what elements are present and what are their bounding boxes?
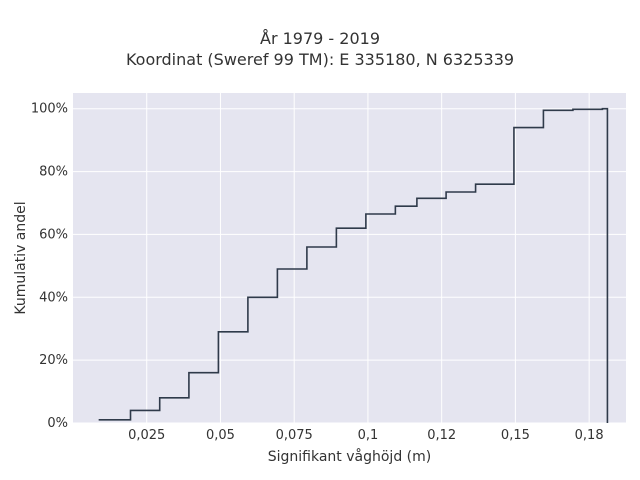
x-tick-label: 0,12 [427, 428, 456, 443]
y-axis-label: Kumulativ andel [13, 201, 29, 314]
y-tick-label: 80% [39, 165, 68, 180]
x-tick-label: 0,15 [501, 428, 530, 443]
x-axis-label: Signifikant våghöjd (m) [268, 448, 431, 465]
grid-lines [73, 93, 626, 424]
x-tick-label: 0,075 [276, 428, 313, 443]
x-tick-label: 0,1 [358, 428, 379, 443]
y-tick-label: 20% [39, 353, 68, 368]
y-tick-label: 60% [39, 227, 68, 242]
y-tick-label: 40% [39, 290, 68, 305]
x-axis-ticks: 0,025 0,05 0,075 0,1 0,12 0,15 0,18 [128, 428, 603, 443]
x-tick-label: 0,025 [128, 428, 165, 443]
x-tick-label: 0,18 [575, 428, 604, 443]
x-tick-label: 0,05 [206, 428, 235, 443]
y-axis-ticks: 0% 20% 40% 60% 80% 100% [31, 102, 68, 431]
plot-area [73, 93, 626, 423]
y-tick-label: 0% [47, 416, 68, 431]
cumulative-step-line [98, 107, 609, 423]
chart-title-line-2: Koordinat (Sweref 99 TM): E 335180, N 63… [125, 50, 515, 69]
chart-title-line-1: År 1979 - 2019 [260, 29, 380, 48]
y-tick-label: 100% [31, 102, 68, 117]
